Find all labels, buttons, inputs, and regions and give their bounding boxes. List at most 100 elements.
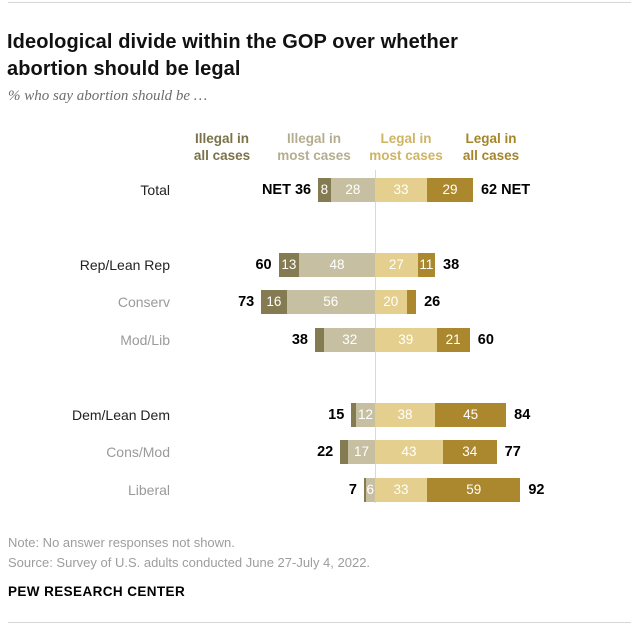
pew-research-center-wordmark: PEW RESEARCH CENTER — [8, 584, 186, 599]
bar-segment-legal-most: 38 — [375, 403, 436, 427]
segment-value-label: 48 — [329, 257, 345, 272]
bar-segment-illegal-all: 13 — [278, 253, 300, 277]
column-header-line: all cases — [193, 148, 251, 163]
segment-value-label: 17 — [354, 444, 370, 459]
bar-segment-legal-most: 39 — [375, 328, 437, 352]
segment-value-label: 43 — [401, 444, 417, 459]
segment-value-label: 33 — [393, 182, 409, 197]
segment-value-label: 21 — [445, 332, 461, 347]
column-header-line: Illegal in — [286, 131, 341, 146]
chart-subtitle: % who say abortion should be … — [8, 88, 208, 104]
segment-value-label: 28 — [345, 182, 361, 197]
row-label: Conserv — [117, 294, 170, 310]
bar-segment-illegal-most: 32 — [324, 328, 375, 352]
bar-segment-legal-all: 29 — [427, 178, 473, 202]
chart-title-line1: Ideological divide within the GOP over w… — [7, 31, 458, 54]
row-label: Total — [140, 182, 170, 198]
segment-value-label: 38 — [397, 407, 413, 422]
net-value-left: 38 — [291, 332, 308, 348]
net-value-left: NET 36 — [261, 182, 312, 198]
net-value-left: 15 — [328, 407, 345, 423]
column-header-legal-all: Legal in all cases — [431, 130, 551, 164]
net-value-left: 73 — [238, 294, 255, 310]
chart-title-line2: abortion should be legal — [7, 58, 241, 81]
column-header-illegal-most: Illegal in most cases — [254, 130, 374, 164]
net-value-right: 26 — [424, 294, 441, 310]
segment-value-label: 56 — [323, 294, 339, 309]
column-header-line: Illegal in — [194, 131, 249, 146]
bar-segment-legal-most: 27 — [375, 253, 418, 277]
column-header-illegal-all: Illegal in all cases — [162, 130, 282, 164]
chart-row-mod-lib: Mod/Lib 38 32 39 21 60 — [0, 328, 639, 352]
net-value-right: 77 — [504, 444, 521, 460]
bar-segment-illegal-most: 56 — [286, 290, 375, 314]
segment-value-label: 20 — [383, 294, 399, 309]
segment-value-label: 34 — [462, 444, 478, 459]
net-value-left: 7 — [348, 482, 357, 498]
diverging-bar-chart: Illegal in all cases Illegal in most cases L… — [0, 122, 639, 518]
segment-value-label: 29 — [442, 182, 458, 197]
column-header-line: Legal in — [380, 131, 432, 146]
bar-segment-illegal-most: 17 — [348, 440, 375, 464]
row-label: Dem/Lean Dem — [71, 407, 170, 423]
bar-segment-legal-all: 21 — [436, 328, 470, 352]
bar-segment-legal-most: 33 — [375, 178, 428, 202]
column-header-line: all cases — [462, 148, 520, 163]
bar-segment-legal-all: 59 — [427, 478, 521, 502]
bar-segment-illegal-all — [351, 403, 357, 427]
column-header-line: Legal in — [465, 131, 517, 146]
segment-value-label: 59 — [466, 482, 482, 497]
chart-row-conserv: Conserv 73 16 56 20 26 — [0, 290, 639, 314]
net-value-right: 92 — [528, 482, 545, 498]
segment-value-label: 8 — [320, 182, 329, 197]
bar-segment-illegal-all — [363, 478, 366, 502]
segment-value-label: 12 — [357, 407, 374, 422]
note-text: Note: No answer responses not shown. — [8, 535, 235, 550]
bar-segment-legal-all: 11 — [417, 253, 436, 277]
bar-segment-legal-most: 20 — [375, 290, 407, 314]
row-label: Liberal — [127, 482, 170, 498]
chart-row-total: Total NET 36 8 28 33 29 62 NET — [0, 178, 639, 202]
bar-segment-illegal-all: 8 — [318, 178, 331, 202]
source-text: Source: Survey of U.S. adults conducted … — [8, 555, 371, 570]
segment-value-label: 45 — [463, 407, 479, 422]
net-value-right: 84 — [514, 407, 531, 423]
segment-value-label: 6 — [366, 482, 374, 497]
column-header-line: most cases — [369, 148, 443, 163]
net-value-right: 38 — [443, 257, 460, 273]
segment-value-label: 39 — [398, 332, 414, 347]
bar-segment-illegal-most: 6 — [365, 478, 375, 502]
row-label: Mod/Lib — [120, 332, 170, 348]
bar-segment-legal-all: 34 — [442, 440, 497, 464]
segment-value-label: 32 — [342, 332, 358, 347]
chart-row-liberal: Liberal 7 6 33 59 92 — [0, 478, 639, 502]
row-label: Cons/Mod — [106, 444, 170, 460]
bottom-divider — [8, 622, 631, 623]
footnotes: Note: No answer responses not shown. Sou… — [8, 533, 370, 573]
column-header-legal-most: Legal in most cases — [346, 130, 466, 164]
bar-segment-illegal-all: 16 — [261, 290, 287, 314]
bar-segment-illegal-most: 28 — [330, 178, 375, 202]
segment-value-label: 27 — [388, 257, 404, 272]
chart-row-rep-lean-rep: Rep/Lean Rep 60 13 48 27 11 38 — [0, 253, 639, 277]
net-value-right: 62 NET — [480, 182, 531, 198]
bar-segment-illegal-all — [340, 440, 349, 464]
bar-segment-legal-most: 43 — [375, 440, 443, 464]
bar-segment-illegal-all — [314, 328, 325, 352]
top-divider — [8, 2, 631, 3]
column-header-line: most cases — [277, 148, 351, 163]
chart-title: Ideological divide within the GOP over w… — [7, 29, 458, 83]
net-value-right: 60 — [477, 332, 494, 348]
bar-segment-legal-all — [406, 290, 417, 314]
bar-segment-illegal-most: 48 — [299, 253, 375, 277]
segment-value-label: 33 — [393, 482, 409, 497]
bar-segment-illegal-most: 12 — [356, 403, 375, 427]
bar-segment-legal-most: 33 — [375, 478, 428, 502]
net-value-left: 22 — [317, 444, 334, 460]
row-label: Rep/Lean Rep — [79, 257, 170, 273]
bar-segment-legal-all: 45 — [435, 403, 507, 427]
net-value-left: 60 — [255, 257, 272, 273]
chart-row-cons-mod: Cons/Mod 22 17 43 34 77 — [0, 440, 639, 464]
segment-value-label: 16 — [266, 294, 282, 309]
segment-value-label: 13 — [281, 257, 297, 272]
